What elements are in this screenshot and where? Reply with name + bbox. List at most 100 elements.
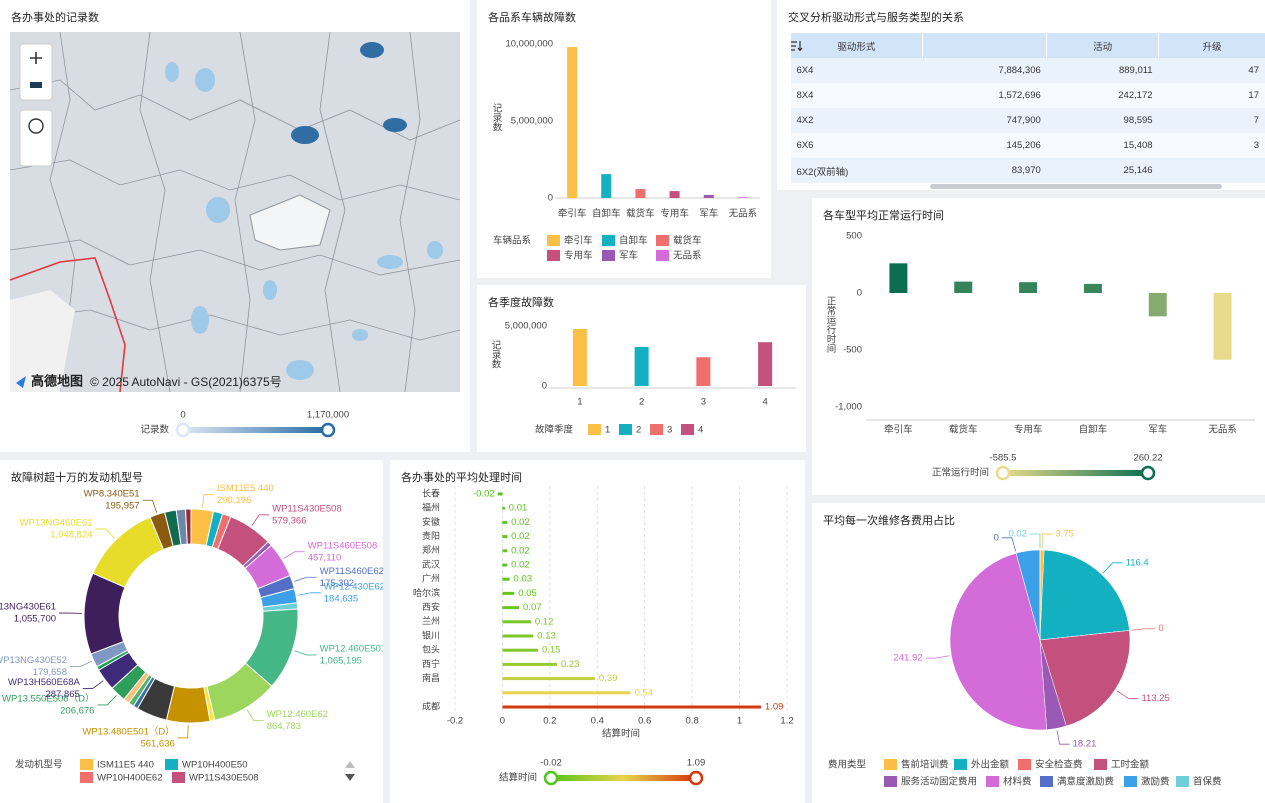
- legend-label[interactable]: 4: [698, 425, 703, 436]
- data-label: 0.01: [509, 503, 528, 514]
- data-label: 0.05: [518, 588, 537, 599]
- legend-swatch: [602, 250, 615, 261]
- y-axis-label: 正常运行时间: [825, 296, 837, 354]
- slice-name: WP13NG430E52: [0, 655, 67, 666]
- slice[interactable]: [1039, 630, 1131, 727]
- slice-name: WP11S460E62: [320, 566, 383, 577]
- legend-label[interactable]: ISM11E5 440: [97, 760, 154, 771]
- legend-swatch: [588, 424, 601, 435]
- slice[interactable]: [1039, 549, 1130, 641]
- sort-icon[interactable]: [791, 41, 803, 51]
- legend-label[interactable]: 1: [605, 425, 610, 436]
- bar: [502, 705, 761, 709]
- legend-label[interactable]: 自卸车: [619, 235, 648, 247]
- legend-label[interactable]: 服务活动固定费用: [901, 776, 977, 788]
- zoom-out[interactable]: [30, 82, 42, 88]
- data-label: 0: [1158, 623, 1163, 634]
- table-cell: 8X4: [796, 90, 814, 101]
- legend-page-down[interactable]: [345, 774, 355, 781]
- data-label: 0.13: [537, 631, 556, 642]
- table-panel: 交叉分析驱动形式与服务类型的关系 驱动形式 活动 升级 6X4 7,884,306 889…: [777, 0, 1265, 190]
- legend-handle[interactable]: [175, 422, 191, 438]
- legend-label[interactable]: 满意度激励费: [1057, 776, 1114, 788]
- chart-panel: 各品系车辆故障数 0 5,000,000 10,000,000 牵引车 自卸车 载货车 专用…: [477, 0, 771, 278]
- legend-label[interactable]: 首保费: [1193, 776, 1222, 788]
- zoom-control[interactable]: [19, 43, 53, 101]
- legend-label[interactable]: 2: [636, 425, 641, 436]
- legend-label[interactable]: 军车: [619, 250, 638, 262]
- legend-label[interactable]: 外出金额: [971, 759, 1010, 771]
- table-cell: 98,595: [1123, 115, 1153, 126]
- panel-title: 各品系车辆故障数: [488, 12, 576, 24]
- legend-label[interactable]: WP11S430E508: [189, 773, 259, 784]
- legend-swatch: [681, 424, 694, 435]
- legend-handle[interactable]: [688, 770, 704, 786]
- compass[interactable]: [19, 109, 53, 167]
- table-cell: 747,900: [1006, 115, 1041, 126]
- table: 驱动形式 活动 升级 6X4 7,884,306 889,011 47 8X4 1,572,69…: [790, 33, 1265, 183]
- y-tick-label: 兰州: [422, 615, 440, 626]
- slice-name: WP13H560E68A: [8, 677, 80, 688]
- table-cell: 15,408: [1123, 140, 1153, 151]
- scrollbar[interactable]: [930, 184, 1222, 189]
- slice[interactable]: [184, 508, 192, 545]
- legend-label[interactable]: WP10H400E50: [182, 760, 247, 771]
- legend-label[interactable]: 材料费: [1003, 776, 1032, 788]
- table-row: 8X4 1,572,696 242,172 17: [790, 83, 1265, 108]
- legend-title: 正常运行时间: [932, 467, 989, 479]
- data-label: 184,635: [324, 593, 358, 604]
- legend-page-up[interactable]: [345, 761, 355, 768]
- region: [10, 290, 75, 392]
- leader-line: [1001, 537, 1016, 552]
- x-tick-label: 0.8: [686, 716, 699, 727]
- x-tick-label: 1.2: [780, 716, 793, 727]
- table-cell: 1,572,696: [998, 90, 1041, 101]
- leader-line: [294, 576, 317, 582]
- slice[interactable]: [949, 552, 1048, 731]
- slice[interactable]: [92, 516, 165, 588]
- chart-panel: 各季度故障数 0 5,000,000 1 2 3 4 记录数 故障季度 1 2 3 4: [477, 285, 806, 452]
- bar: [703, 194, 714, 198]
- x-tick-label: 2: [639, 397, 644, 408]
- y-tick-label: 哈尔滨: [413, 587, 440, 598]
- bar: [737, 197, 748, 198]
- zoom-in[interactable]: [30, 52, 42, 64]
- leader-line: [294, 650, 317, 656]
- map-area[interactable]: [10, 32, 460, 392]
- leader-line: [1131, 628, 1156, 631]
- legend-handle[interactable]: [543, 770, 559, 786]
- bar: [635, 189, 646, 198]
- legend-handle[interactable]: [1140, 465, 1156, 481]
- legend-handle[interactable]: [320, 422, 336, 438]
- legend-label[interactable]: 激励费: [1141, 776, 1170, 788]
- slice[interactable]: [83, 572, 126, 655]
- legend-label[interactable]: 售前培训费: [901, 759, 949, 771]
- x-tick-label: 自卸车: [592, 208, 621, 220]
- leader-line: [177, 724, 189, 739]
- legend-label[interactable]: 无品系: [673, 251, 702, 262]
- legend-label[interactable]: 专用车: [564, 250, 593, 262]
- bar: [502, 520, 508, 524]
- legend-label[interactable]: 3: [667, 425, 672, 436]
- panel-title: 平均每一次维修各费用占比: [823, 515, 955, 527]
- legend-swatch: [80, 759, 93, 770]
- map-logo: 高德地图: [31, 373, 83, 388]
- table-cell: 6X4: [796, 65, 814, 76]
- x-tick-label: 专用车: [1014, 424, 1043, 436]
- data-label: 175,302: [320, 578, 354, 589]
- y-tick-label: 福州: [422, 502, 440, 513]
- bar: [502, 677, 595, 681]
- slice-name: WP12.430E62: [324, 581, 383, 592]
- leader-line: [925, 655, 950, 659]
- legend-label[interactable]: 安全检查费: [1035, 759, 1083, 771]
- legend-label[interactable]: WP10H400E62: [97, 773, 162, 784]
- legend-handle[interactable]: [995, 465, 1011, 481]
- y-tick-label: 5,000,000: [505, 321, 547, 332]
- legend-swatch: [650, 424, 663, 435]
- legend-label[interactable]: 工时金额: [1111, 759, 1150, 771]
- legend-label[interactable]: 牵引车: [564, 235, 593, 247]
- legend-label[interactable]: 载货车: [673, 235, 702, 247]
- data-label: 195,957: [105, 501, 139, 512]
- x-tick-label: 1: [737, 716, 742, 727]
